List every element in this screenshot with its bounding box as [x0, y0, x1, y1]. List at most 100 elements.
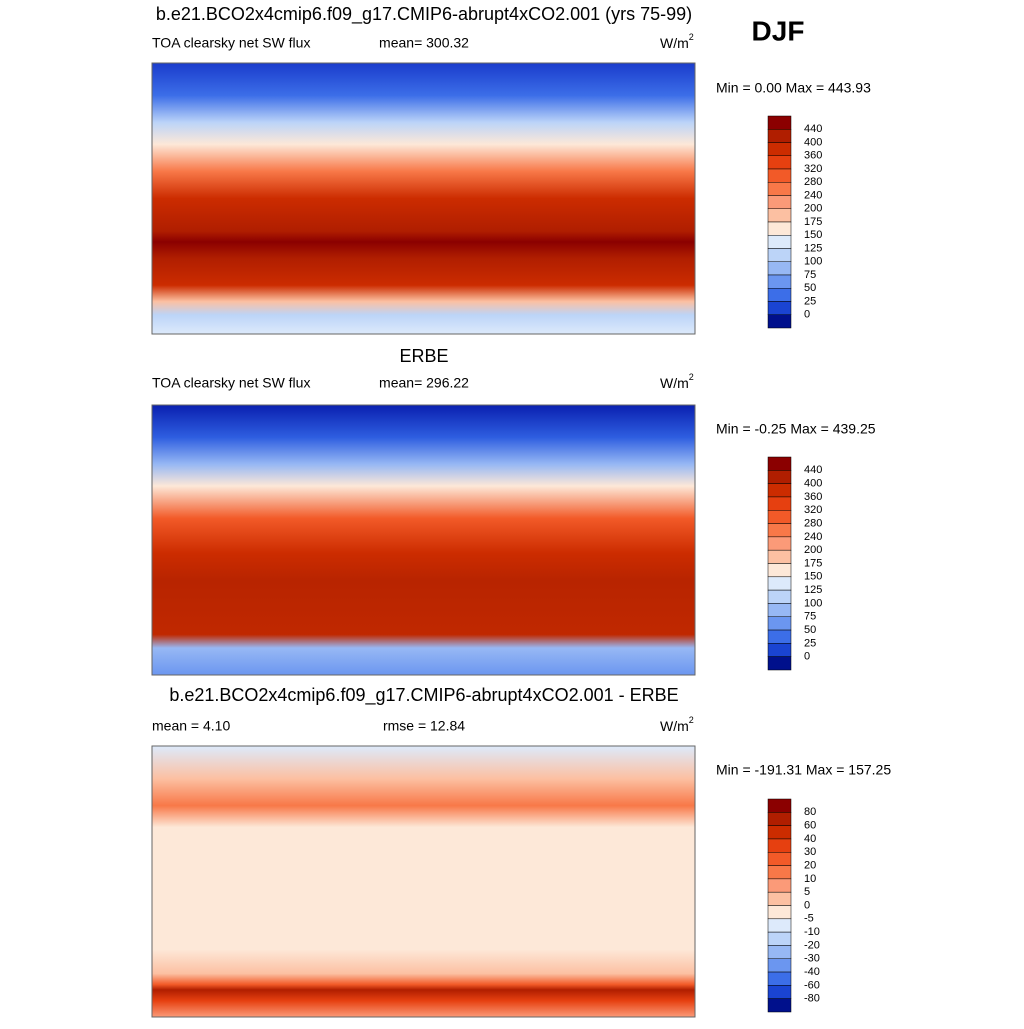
colorbar-box: [767, 945, 792, 959]
colorbar-label: 240: [804, 189, 822, 201]
units: W/m: [660, 718, 689, 734]
colorbar-box: [767, 248, 792, 262]
units-label: W/m2: [660, 32, 694, 50]
colorbar-label: -20: [804, 939, 820, 951]
colorbar-label: 200: [804, 544, 822, 556]
panel-title: b.e21.BCO2x4cmip6.f09_g17.CMIP6-abrupt4x…: [156, 4, 692, 25]
colorbar-label: 320: [804, 504, 822, 516]
center-label: mean= 296.22: [379, 375, 469, 391]
colorbar-box: [767, 656, 792, 671]
colorbar-label: 400: [804, 136, 822, 148]
colorbar-label: -10: [804, 926, 820, 938]
colorbar-box: [767, 576, 792, 591]
units-superscript: 2: [689, 715, 694, 725]
colorbar-label: 0: [804, 309, 810, 321]
colorbar-box: [767, 812, 792, 826]
colorbar-label: 150: [804, 229, 822, 241]
left-label: mean = 4.10: [152, 718, 230, 734]
colorbar-box: [767, 563, 792, 578]
map: [151, 404, 696, 676]
colorbar-label: -60: [804, 979, 820, 991]
colorbar-label: 100: [804, 597, 822, 609]
colorbar-label: 175: [804, 216, 822, 228]
colorbar-label: 100: [804, 256, 822, 268]
colorbar-label: -80: [804, 993, 820, 1005]
colorbar-box: [767, 195, 792, 209]
units-label: W/m2: [660, 715, 694, 733]
colorbar-box: [767, 798, 792, 813]
colorbar-label: 240: [804, 531, 822, 543]
colorbar-label: -5: [804, 913, 814, 925]
colorbar-label: 360: [804, 491, 822, 503]
units-superscript: 2: [689, 32, 694, 42]
colorbar-label: 440: [804, 123, 822, 135]
colorbar-label: 5: [804, 886, 810, 898]
map: [151, 745, 696, 1018]
colorbar-label: 20: [804, 859, 816, 871]
colorbar-box: [767, 852, 792, 866]
colorbar-box: [767, 629, 792, 644]
units: W/m: [660, 35, 689, 51]
colorbar-box: [767, 301, 792, 315]
colorbar-label: 280: [804, 517, 822, 529]
colorbar-box: [767, 865, 792, 880]
left-label: TOA clearsky net SW flux: [152, 35, 310, 51]
colorbar-box: [767, 510, 792, 524]
colorbar-box: [767, 616, 792, 631]
colorbar-box: [767, 115, 792, 130]
units-label: W/m2: [660, 372, 694, 390]
colorbar-label: 360: [804, 150, 822, 162]
colorbar-label: 30: [804, 846, 816, 858]
min-max-label: Min = -0.25 Max = 439.25: [716, 421, 876, 437]
map: [151, 62, 696, 335]
colorbar-box: [767, 288, 792, 302]
min-max-label: Min = -191.31 Max = 157.25: [716, 762, 891, 778]
colorbar-box: [767, 589, 792, 604]
colorbar-box: [767, 825, 792, 840]
colorbar-label: 75: [804, 269, 816, 281]
colorbar-box: [767, 998, 792, 1013]
colorbar-label: 175: [804, 557, 822, 569]
colorbar-label: 0: [804, 899, 810, 911]
colorbar-box: [767, 142, 792, 156]
colorbar-label: 75: [804, 611, 816, 623]
colorbar-box: [767, 129, 792, 143]
season-title: DJF: [752, 15, 805, 46]
colorbar-box: [767, 470, 792, 484]
colorbar-box: [767, 496, 792, 511]
colorbar-label: -30: [804, 953, 820, 965]
colorbar-box: [767, 536, 792, 551]
colorbar-label: 80: [804, 806, 816, 818]
colorbar-box: [767, 878, 792, 893]
center-label: mean= 300.32: [379, 35, 469, 51]
colorbar-label: 125: [804, 242, 822, 254]
units: W/m: [660, 375, 689, 391]
panel-title: b.e21.BCO2x4cmip6.f09_g17.CMIP6-abrupt4x…: [169, 685, 678, 706]
colorbar-box: [767, 261, 792, 276]
colorbar-box: [767, 958, 792, 973]
units-superscript: 2: [689, 372, 694, 382]
colorbar-box: [767, 221, 792, 236]
colorbar-box: [767, 314, 792, 329]
colorbar-box: [767, 838, 792, 853]
center-label: rmse = 12.84: [383, 718, 465, 734]
colorbar-box: [767, 985, 792, 999]
colorbar-box: [767, 549, 792, 564]
colorbar-box: [767, 643, 792, 657]
colorbar-label: 320: [804, 163, 822, 175]
colorbar-label: 200: [804, 203, 822, 215]
colorbar-label: 40: [804, 833, 816, 845]
colorbar-label: 280: [804, 176, 822, 188]
min-max-label: Min = 0.00 Max = 443.93: [716, 80, 871, 96]
colorbar-label: 440: [804, 464, 822, 476]
colorbar-box: [767, 931, 792, 946]
colorbar-box: [767, 523, 792, 538]
colorbar-label: -40: [804, 966, 820, 978]
colorbar-label: 0: [804, 651, 810, 663]
colorbar-box: [767, 891, 792, 906]
colorbar-box: [767, 235, 792, 249]
colorbar-label: 25: [804, 295, 816, 307]
colorbar-box: [767, 918, 792, 933]
colorbar-label: 50: [804, 282, 816, 294]
